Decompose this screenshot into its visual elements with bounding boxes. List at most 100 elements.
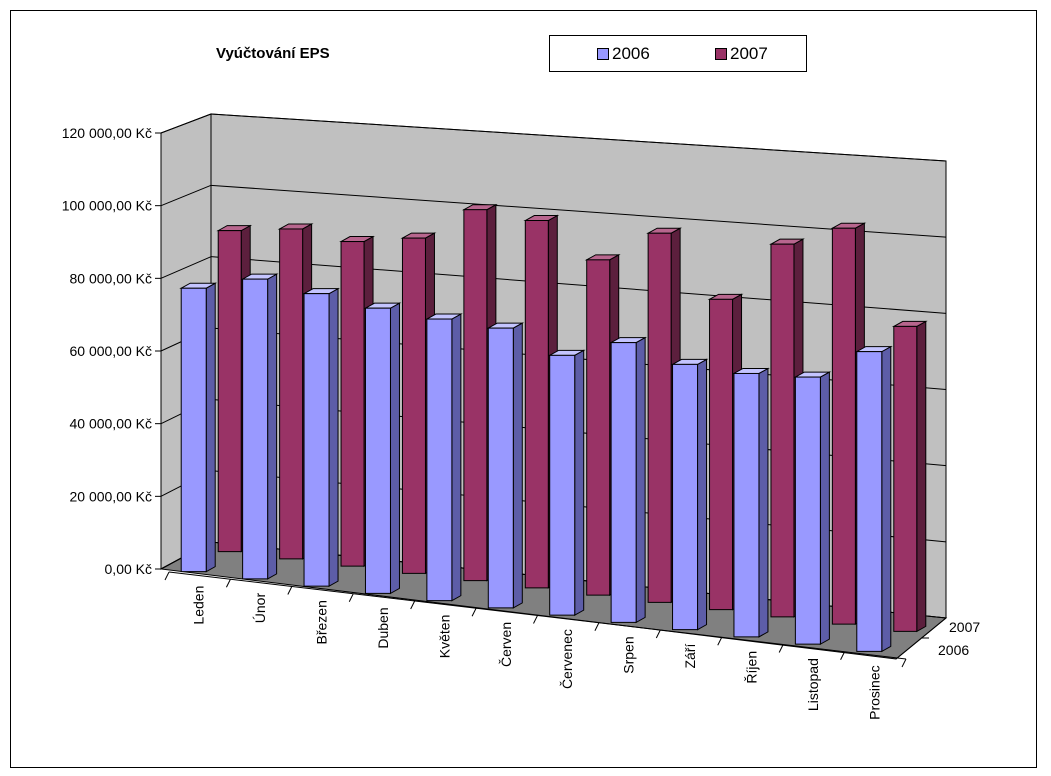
bar-2006-5-side xyxy=(512,322,523,609)
x-tick-mark xyxy=(533,615,538,624)
x-tick-label: Únor xyxy=(252,593,268,624)
bar-2007-6-front xyxy=(586,259,611,596)
x-tick-label: Leden xyxy=(191,586,207,625)
depth-label-2007: 2007 xyxy=(949,619,980,635)
x-tick-mark xyxy=(164,571,170,581)
x-tick-label: Prosinec xyxy=(866,665,882,719)
legend-item-2006: 2006 xyxy=(597,44,650,64)
legend-label-2006: 2006 xyxy=(612,44,650,63)
chart-title: Vyúčtování EPS xyxy=(216,45,330,62)
legend-swatch-2006 xyxy=(597,48,609,60)
x-tick-label: Listopad xyxy=(805,658,821,711)
x-tick-label: Červen xyxy=(498,622,514,667)
legend-item-2007: 2007 xyxy=(715,44,768,64)
x-tick-label: Červenec xyxy=(559,629,575,689)
x-tick-mark xyxy=(901,658,907,668)
x-tick-label: Březen xyxy=(314,600,330,644)
legend-label-2007: 2007 xyxy=(730,44,768,63)
x-tick-mark xyxy=(287,586,293,595)
bar-2006-9 xyxy=(732,367,770,638)
gridline-side xyxy=(160,113,212,134)
y-tick-label: 0,00 Kč xyxy=(105,561,152,577)
bar-2007-0-front xyxy=(217,230,242,553)
bar-2006-0 xyxy=(179,282,218,573)
bar-2007-1-front xyxy=(279,228,304,560)
y-tick-label: 80 000,00 Kč xyxy=(69,270,152,286)
chart-plot: 0,00 Kč 20 000,00 Kč 40 000,00 Kč 60 000,00… xyxy=(62,113,980,720)
bar-2006-0-side xyxy=(205,282,216,573)
bar-2006-6 xyxy=(547,349,586,616)
bar-2006-4-side xyxy=(451,313,462,602)
x-tick-mark xyxy=(717,637,723,646)
bar-2006-10-front xyxy=(794,376,821,645)
bar-2006-2 xyxy=(302,287,340,587)
bar-2007-3-front xyxy=(401,237,426,574)
bar-2006-9-front xyxy=(733,372,760,638)
bar-2007-11 xyxy=(891,320,928,633)
chart-legend: 2006 2007 xyxy=(549,35,807,72)
bar-2006-8-front xyxy=(672,363,699,631)
y-tick-label: 60 000,00 Kč xyxy=(69,343,152,359)
bar-2007-4-front xyxy=(463,209,488,582)
y-tick-label: 40 000,00 Kč xyxy=(69,416,152,432)
bar-2006-7-side xyxy=(635,336,646,624)
gridline-back xyxy=(210,256,947,314)
bar-2007-5-front xyxy=(524,220,549,589)
bar-2006-5-front xyxy=(487,327,514,609)
x-tick-mark xyxy=(410,600,416,610)
x-tick-mark xyxy=(225,579,231,588)
y-tick-label: 120 000,00 Kč xyxy=(62,125,152,141)
gridline-back xyxy=(210,113,947,162)
bar-2006-0-front xyxy=(180,287,207,573)
bar-2006-10-side xyxy=(819,371,830,645)
bar-2006-1-front xyxy=(242,278,269,580)
x-tick-label: Říjen xyxy=(743,651,759,684)
bar-2006-3-front xyxy=(364,307,391,594)
bar-2006-4-front xyxy=(426,318,453,602)
depth-label-2006: 2006 xyxy=(938,642,969,658)
bar-2006-6-side xyxy=(574,349,585,616)
bar-2006-11 xyxy=(854,345,893,653)
bar-2006-9-side xyxy=(758,367,769,638)
x-tick-mark xyxy=(655,629,661,639)
x-tick-mark xyxy=(840,651,846,660)
x-tick-mark xyxy=(348,593,354,602)
legend-swatch-2007 xyxy=(715,48,727,60)
bar-2006-2-front xyxy=(303,293,330,587)
bar-2007-10-front xyxy=(831,227,856,625)
x-tick-mark xyxy=(471,608,477,617)
x-tick-label: Srpen xyxy=(621,636,637,673)
bar-2006-8-side xyxy=(697,358,708,631)
gridline-side xyxy=(160,256,212,279)
bar-2006-1-side xyxy=(267,273,278,580)
bar-2006-3 xyxy=(363,302,402,595)
y-tick-label: 20 000,00 Kč xyxy=(69,488,152,504)
bar-2006-7 xyxy=(609,336,648,624)
x-tick-mark xyxy=(778,644,784,653)
chart-frame: 0,00 Kč 20 000,00 Kč 40 000,00 Kč 60 000,00… xyxy=(10,10,1037,768)
bar-2006-3-side xyxy=(389,302,400,595)
bar-2006-8 xyxy=(670,358,709,631)
gridline-back xyxy=(210,184,947,238)
bar-2007-11-front xyxy=(893,325,918,632)
x-tick-mark xyxy=(594,622,600,631)
bar-2007-8-front xyxy=(709,298,734,611)
bar-2006-11-front xyxy=(856,351,883,652)
bar-2007-7-front xyxy=(647,232,672,603)
bar-2006-11-side xyxy=(881,345,892,653)
bar-2006-2-side xyxy=(328,287,339,587)
bar-2006-10 xyxy=(793,371,832,645)
y-tick-label: 100 000,00 Kč xyxy=(62,198,152,214)
bar-2007-11-side xyxy=(916,320,927,633)
bar-2006-1 xyxy=(240,273,279,580)
bar-2007-9-front xyxy=(770,243,795,618)
bar-2007-2-front xyxy=(340,241,365,567)
bar-2006-6-front xyxy=(549,354,576,616)
bar-2006-7-front xyxy=(610,342,637,623)
bar-2006-4 xyxy=(424,313,463,602)
x-tick-label: Září xyxy=(682,644,698,669)
gridline-side xyxy=(160,184,212,207)
x-tick-label: Květen xyxy=(436,615,452,659)
bar-2006-5 xyxy=(486,322,525,609)
x-tick-label: Duben xyxy=(375,607,391,648)
